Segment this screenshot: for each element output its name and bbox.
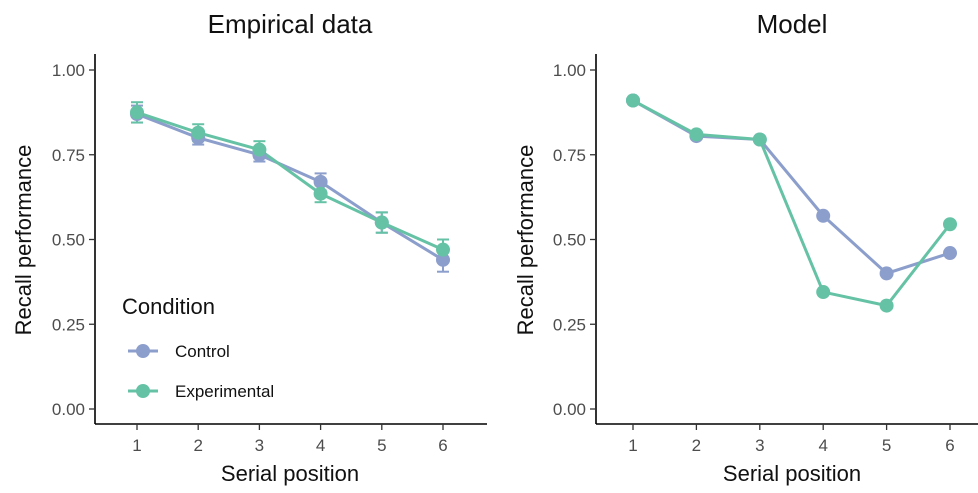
- series-line-experimental: [136, 110, 444, 252]
- point-control: [436, 252, 450, 267]
- point-experimental: [943, 217, 957, 232]
- point-experimental: [879, 298, 894, 313]
- y-tick-label: 0.25: [553, 315, 586, 334]
- series-line-experimental: [632, 99, 952, 308]
- tick-group: 0.00 0.25 0.50 0.75 1.00 1 2 3 4 5 6: [553, 54, 978, 455]
- x-tick-label: 6: [945, 436, 954, 455]
- point-experimental: [374, 215, 389, 230]
- point-experimental: [252, 142, 267, 157]
- x-axis-title: Serial position: [221, 461, 359, 486]
- series-line-control: [136, 112, 444, 262]
- marks-group: [626, 93, 957, 313]
- point-control: [313, 174, 328, 189]
- point-control: [943, 246, 957, 261]
- y-tick-label: 1.00: [553, 61, 586, 80]
- y-tick-label: 0.50: [52, 231, 85, 250]
- y-tick-label: 0.50: [553, 231, 586, 250]
- y-axis-title: Recall performance: [513, 145, 538, 336]
- y-tick-label: 0.00: [553, 400, 586, 419]
- point-experimental: [689, 127, 704, 142]
- panel-model: Model Serial position Recall performance…: [513, 9, 978, 486]
- legend-label-experimental: Experimental: [175, 382, 274, 401]
- x-tick-label: 4: [818, 436, 827, 455]
- point-experimental: [816, 285, 831, 300]
- point-experimental: [130, 105, 144, 120]
- point-experimental: [436, 242, 450, 257]
- y-tick-label: 0.75: [553, 146, 586, 165]
- legend-label-control: Control: [175, 342, 230, 361]
- x-axis-title: Serial position: [723, 461, 861, 486]
- y-tick-label: 0.00: [52, 400, 85, 419]
- x-tick-label: 3: [755, 436, 764, 455]
- chart-title: Model: [757, 9, 828, 39]
- legend-marker-experimental: [136, 384, 150, 398]
- x-tick-label: 2: [193, 436, 202, 455]
- x-tick-label: 4: [316, 436, 325, 455]
- legend: Condition Control Experimental: [122, 294, 274, 401]
- point-experimental: [626, 93, 640, 108]
- point-experimental: [191, 125, 206, 140]
- y-tick-label: 0.25: [52, 315, 85, 334]
- panel-empirical: Empirical data Serial position Recall pe…: [11, 9, 487, 486]
- point-experimental: [313, 186, 328, 201]
- marks-group: [130, 101, 450, 273]
- x-tick-label: 1: [132, 436, 141, 455]
- x-tick-label: 5: [377, 436, 386, 455]
- point-control: [816, 208, 831, 223]
- x-tick-label: 5: [882, 436, 891, 455]
- y-axis-title: Recall performance: [11, 145, 36, 336]
- tick-group: 0.00 0.25 0.50 0.75 1.00 1 2 3 4 5 6: [52, 54, 487, 455]
- x-tick-label: 6: [438, 436, 447, 455]
- x-tick-label: 1: [628, 436, 637, 455]
- chart-title: Empirical data: [208, 9, 373, 39]
- y-tick-label: 1.00: [52, 61, 85, 80]
- point-experimental: [752, 132, 767, 147]
- x-tick-label: 3: [255, 436, 264, 455]
- point-control: [879, 266, 894, 281]
- legend-title: Condition: [122, 294, 215, 319]
- legend-marker-control: [136, 344, 150, 358]
- x-tick-label: 2: [692, 436, 701, 455]
- y-tick-label: 0.75: [52, 146, 85, 165]
